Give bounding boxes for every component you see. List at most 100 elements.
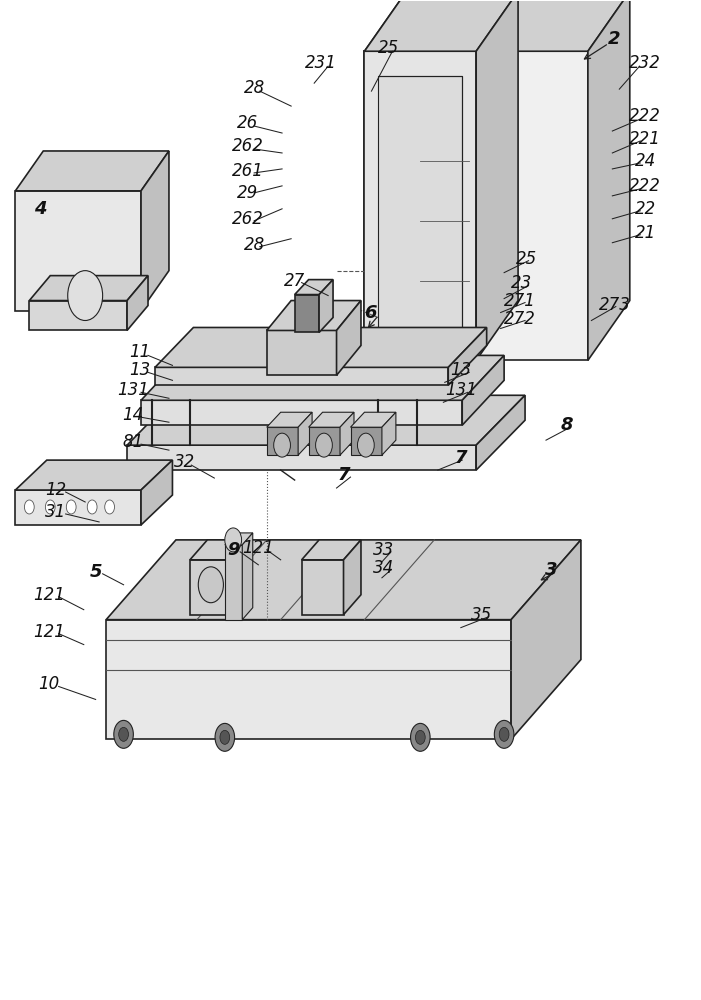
Text: 131: 131 <box>117 381 149 399</box>
Polygon shape <box>141 151 169 311</box>
Polygon shape <box>301 540 361 560</box>
Circle shape <box>46 500 55 514</box>
Text: 29: 29 <box>237 184 259 202</box>
Text: 10: 10 <box>39 675 60 693</box>
Polygon shape <box>15 460 172 490</box>
Polygon shape <box>106 540 581 620</box>
Polygon shape <box>15 191 141 311</box>
Polygon shape <box>319 280 333 332</box>
Text: 35: 35 <box>471 606 492 624</box>
Text: 7: 7 <box>454 449 467 467</box>
Circle shape <box>87 500 97 514</box>
Circle shape <box>358 433 374 457</box>
Polygon shape <box>350 427 382 455</box>
Circle shape <box>25 500 34 514</box>
Polygon shape <box>141 355 504 400</box>
Polygon shape <box>301 560 343 615</box>
Text: 7: 7 <box>337 466 350 484</box>
Polygon shape <box>448 327 486 385</box>
Circle shape <box>198 567 224 603</box>
Text: 81: 81 <box>122 433 143 451</box>
Polygon shape <box>588 0 629 360</box>
Text: 23: 23 <box>511 274 532 292</box>
Polygon shape <box>336 301 361 375</box>
Text: 25: 25 <box>516 250 537 268</box>
Text: 9: 9 <box>227 541 240 559</box>
Text: 25: 25 <box>379 39 400 57</box>
Polygon shape <box>266 330 336 375</box>
Text: 262: 262 <box>232 137 264 155</box>
Text: 28: 28 <box>243 236 265 254</box>
Polygon shape <box>476 0 518 360</box>
Text: 231: 231 <box>305 54 337 72</box>
Text: 21: 21 <box>634 224 655 242</box>
Polygon shape <box>308 427 340 455</box>
Polygon shape <box>382 412 396 455</box>
Polygon shape <box>155 327 486 367</box>
Polygon shape <box>127 395 525 445</box>
Text: 121: 121 <box>33 586 64 604</box>
Polygon shape <box>294 295 319 332</box>
Circle shape <box>68 271 102 320</box>
Polygon shape <box>340 412 354 455</box>
Polygon shape <box>243 533 253 620</box>
Text: 32: 32 <box>174 453 195 471</box>
Text: 5: 5 <box>90 563 102 581</box>
Text: 6: 6 <box>364 304 376 322</box>
Polygon shape <box>232 540 250 615</box>
Text: 11: 11 <box>129 343 150 361</box>
Polygon shape <box>350 412 396 427</box>
Polygon shape <box>106 620 511 739</box>
Polygon shape <box>511 540 581 739</box>
Circle shape <box>416 730 426 744</box>
Text: 13: 13 <box>129 361 150 379</box>
Polygon shape <box>127 445 476 470</box>
Polygon shape <box>365 0 629 51</box>
Polygon shape <box>266 301 361 330</box>
Polygon shape <box>462 355 504 425</box>
Polygon shape <box>476 395 525 470</box>
Text: 33: 33 <box>374 541 395 559</box>
Text: 14: 14 <box>122 406 143 424</box>
Text: 222: 222 <box>629 177 661 195</box>
Polygon shape <box>365 51 588 360</box>
Polygon shape <box>15 490 141 525</box>
Text: 26: 26 <box>237 114 259 132</box>
Text: 261: 261 <box>232 162 264 180</box>
Polygon shape <box>29 301 127 330</box>
Text: 222: 222 <box>629 107 661 125</box>
Text: 8: 8 <box>561 416 573 434</box>
Circle shape <box>499 727 509 741</box>
Polygon shape <box>266 427 298 455</box>
Text: 262: 262 <box>232 210 264 228</box>
Polygon shape <box>308 412 354 427</box>
Text: 28: 28 <box>243 79 265 97</box>
Text: 22: 22 <box>634 200 655 218</box>
Text: 2: 2 <box>608 30 620 48</box>
Text: 4: 4 <box>34 200 46 218</box>
Text: 27: 27 <box>284 272 305 290</box>
Text: 13: 13 <box>450 361 472 379</box>
Circle shape <box>67 500 76 514</box>
Circle shape <box>315 433 332 457</box>
Polygon shape <box>298 412 312 455</box>
Polygon shape <box>190 560 232 615</box>
Polygon shape <box>141 460 172 525</box>
Polygon shape <box>294 280 333 295</box>
Text: 34: 34 <box>374 559 395 577</box>
Text: 121: 121 <box>243 539 274 557</box>
Circle shape <box>118 727 128 741</box>
Circle shape <box>494 720 514 748</box>
Circle shape <box>411 723 430 751</box>
Text: 131: 131 <box>445 381 477 399</box>
Text: 121: 121 <box>33 623 64 641</box>
Circle shape <box>114 720 133 748</box>
Text: 221: 221 <box>629 130 661 148</box>
Polygon shape <box>365 51 476 360</box>
Text: 232: 232 <box>629 54 661 72</box>
Circle shape <box>273 433 290 457</box>
Polygon shape <box>29 276 148 301</box>
Text: 31: 31 <box>46 503 67 521</box>
Text: 273: 273 <box>599 296 630 314</box>
Circle shape <box>104 500 114 514</box>
